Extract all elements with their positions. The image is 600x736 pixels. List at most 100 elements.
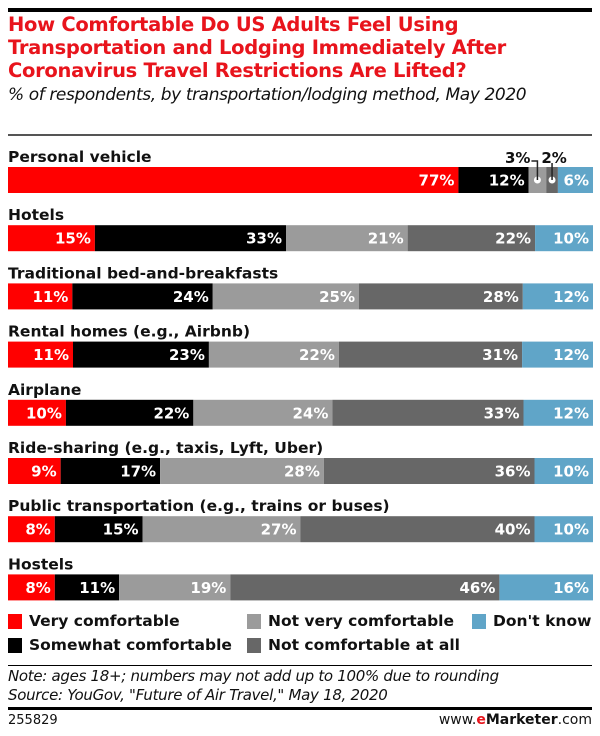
chart-id: 255829 — [8, 713, 58, 728]
bar-segment-don-t-know — [523, 399, 593, 426]
bar-segment-don-t-know — [522, 341, 593, 368]
bar-segment-not-very-comfortable — [142, 516, 301, 543]
category-label: Personal vehicle — [8, 148, 152, 166]
bar-row-traditional-bed-and-breakfasts: Traditional bed-and-breakfasts 11% 24% 25% 2… — [8, 264, 593, 310]
data-label: 10% — [553, 521, 589, 539]
footer-rule — [8, 665, 592, 666]
brand-e: e — [476, 712, 486, 728]
bar-segment-very-comfortable — [8, 167, 459, 193]
footer-rule-thick — [8, 707, 592, 710]
data-label: 10% — [553, 463, 589, 481]
bar-segment-don-t-know — [522, 283, 593, 310]
bar-segment-not-very-comfortable — [160, 458, 324, 484]
data-label: 12% — [553, 288, 589, 306]
category-label: Airplane — [8, 381, 81, 399]
data-label: 25% — [319, 288, 355, 306]
category-label: Hotels — [8, 206, 64, 224]
bar-row-public-transportation-e-g-trains-or-buses: Public transportation (e.g., trains or b… — [8, 497, 593, 543]
data-label: 9% — [31, 463, 56, 481]
data-label: 33% — [246, 230, 282, 248]
bar-segment-very-comfortable — [8, 574, 55, 601]
category-label: Rental homes (e.g., Airbnb) — [8, 323, 250, 341]
data-label: 6% — [564, 172, 589, 190]
bar-segment-don-t-know — [535, 225, 593, 252]
data-label: 31% — [482, 346, 518, 364]
legend-swatch — [8, 637, 22, 653]
data-label: 17% — [120, 463, 156, 481]
data-label-annotation: 3% — [505, 149, 530, 167]
legend-swatch — [247, 613, 261, 629]
chart-title: How Comfortable Do US Adults Feel Using … — [8, 13, 506, 82]
legend-item-not-very-comfortable: Not very comfortable — [247, 612, 454, 630]
data-label: 28% — [483, 288, 519, 306]
bar-row-personal-vehicle: Personal vehicle 77% 12% 3% 2% 6% — [8, 148, 593, 193]
subtitle-rule — [8, 134, 592, 136]
legend-item-very-comfortable: Very comfortable — [8, 612, 180, 630]
data-label-annotation: 2% — [541, 149, 566, 167]
legend-label: Somewhat comfortable — [29, 636, 232, 654]
stacked-bar-chart: Personal vehicle 77% 12% 3% 2% 6% Hotels 15% 33%… — [8, 148, 593, 601]
data-label: 11% — [33, 346, 69, 364]
legend-item-somewhat-comfortable: Somewhat comfortable — [8, 636, 232, 654]
bar-segment-not-comfortable-at-all — [332, 399, 524, 426]
data-label: 10% — [26, 404, 62, 422]
bar-row-rental-homes-e-g-airbnb: Rental homes (e.g., Airbnb) 11% 23% 22% 31% 1… — [8, 323, 593, 368]
data-label: 12% — [489, 172, 525, 190]
bar-segment-somewhat-comfortable — [94, 225, 287, 252]
bar-segment-don-t-know — [534, 516, 593, 543]
bar-segment-not-very-comfortable — [286, 225, 408, 252]
data-label: 40% — [495, 521, 531, 539]
bar-segment-not-very-comfortable — [212, 283, 359, 310]
footnote: Note: ages 18+; numbers may not add up t… — [8, 667, 598, 705]
leader-line — [531, 160, 539, 180]
data-label: 12% — [553, 346, 589, 364]
data-label: 27% — [261, 521, 297, 539]
bar-segment-very-comfortable — [8, 516, 55, 543]
brand-name: Marketer — [485, 712, 558, 728]
bar-row-airplane: Airplane 10% 22% 24% 33% 12% — [8, 381, 593, 426]
data-label: 8% — [25, 579, 50, 597]
bar-segment-not-comfortable-at-all — [300, 516, 535, 543]
data-label: 22% — [495, 230, 531, 248]
bar-segment-very-comfortable — [8, 283, 73, 310]
data-label: 15% — [103, 521, 139, 539]
bar-segment-somewhat-comfortable — [54, 516, 143, 543]
bar-segment-don-t-know — [499, 574, 593, 601]
legend: Very comfortable Somewhat comfortable No… — [8, 612, 598, 662]
bar-segment-not-comfortable-at-all — [407, 225, 536, 252]
bar-row-hotels: Hotels 15% 33% 21% 22% 10% — [8, 206, 593, 252]
bar-segment-don-t-know — [534, 458, 593, 484]
top-rule — [8, 8, 592, 12]
data-label: 46% — [459, 579, 495, 597]
bar-segment-very-comfortable — [8, 225, 95, 252]
data-label: 24% — [292, 404, 328, 422]
legend-swatch — [472, 613, 486, 629]
chart-subtitle: % of respondents, by transportation/lodg… — [8, 85, 527, 105]
data-label: 22% — [299, 346, 335, 364]
bar-segment-very-comfortable — [8, 341, 73, 368]
category-label: Ride-sharing (e.g., taxis, Lyft, Uber) — [8, 439, 323, 457]
category-label: Traditional bed-and-breakfasts — [8, 264, 278, 282]
bar-segment-not-very-comfortable — [119, 574, 231, 601]
note-text: Note: ages 18+; numbers may not add up t… — [8, 667, 499, 685]
category-label: Hostels — [8, 555, 73, 573]
data-label: 16% — [553, 579, 589, 597]
bar-segment-somewhat-comfortable — [60, 458, 161, 484]
data-label: 77% — [419, 172, 455, 190]
bar-segment-somewhat-comfortable — [65, 399, 194, 426]
bar-segment-not-very-comfortable — [208, 341, 339, 368]
data-label: 15% — [55, 230, 91, 248]
legend-label: Very comfortable — [29, 612, 180, 630]
data-label: 24% — [173, 288, 209, 306]
data-label: 22% — [153, 404, 189, 422]
bar-segment-somewhat-comfortable — [73, 341, 209, 368]
brand-prefix: www. — [438, 712, 477, 728]
category-label: Public transportation (e.g., trains or b… — [8, 497, 390, 515]
bar-segment-not-comfortable-at-all — [323, 458, 535, 484]
data-label: 36% — [495, 463, 531, 481]
data-label: 19% — [190, 579, 226, 597]
data-label: 23% — [169, 346, 205, 364]
data-label: 33% — [484, 404, 520, 422]
legend-label: Not very comfortable — [268, 612, 454, 630]
data-label: 28% — [284, 463, 320, 481]
